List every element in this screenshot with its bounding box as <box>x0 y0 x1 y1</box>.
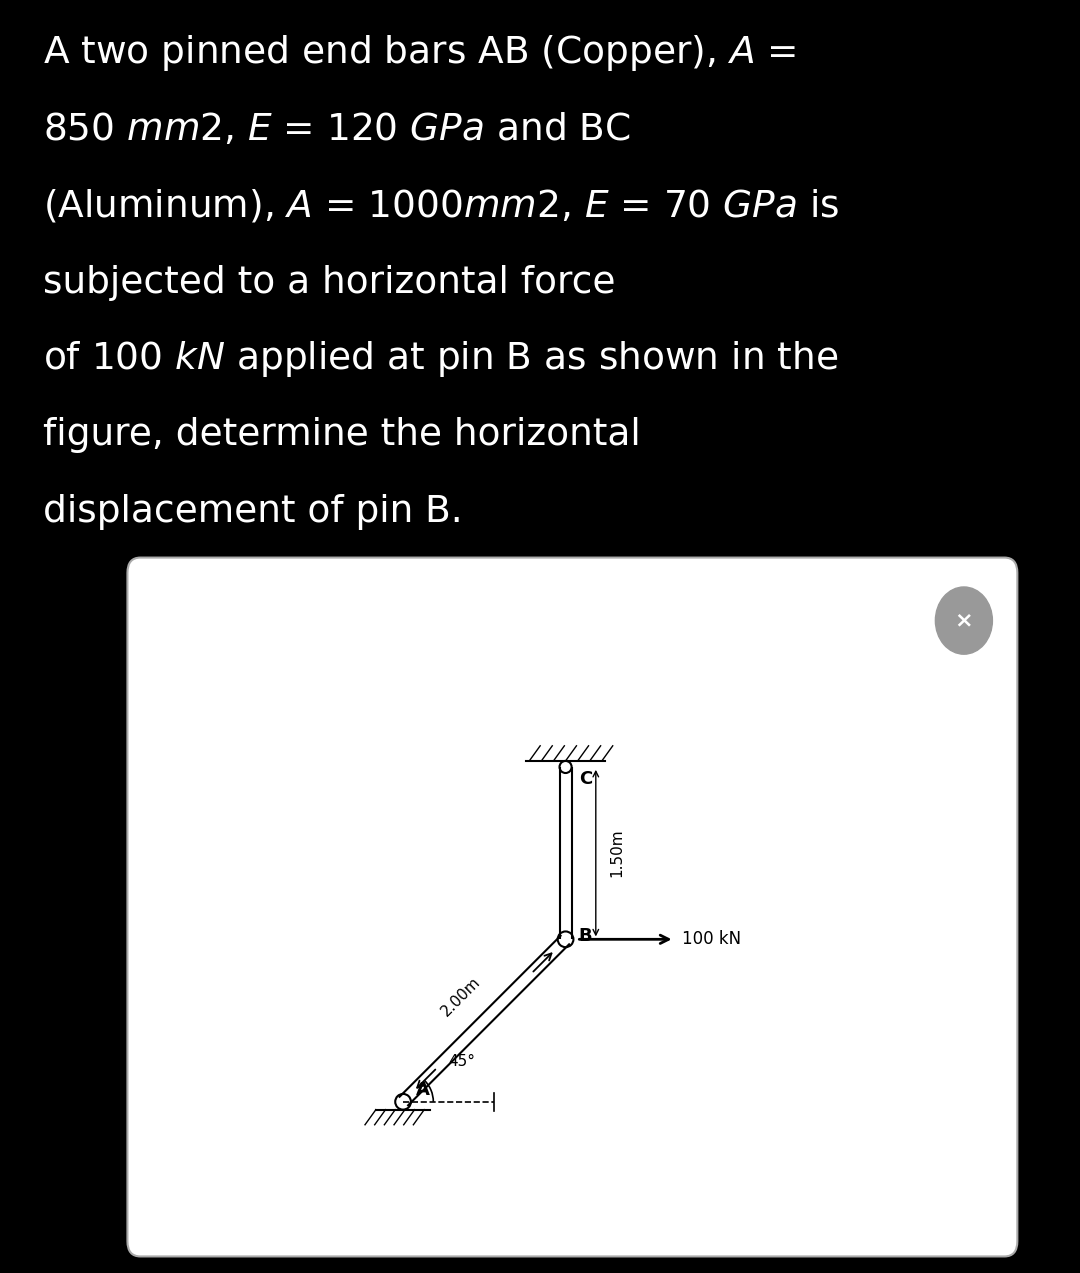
Text: ×: × <box>955 611 973 630</box>
Text: 1.50m: 1.50m <box>609 829 624 877</box>
Text: 850 $\mathit{mm}$2, $\mathit{E}$ = 120 $\mathit{GPa}$ and BC: 850 $\mathit{mm}$2, $\mathit{E}$ = 120 $… <box>43 112 631 148</box>
Text: C: C <box>579 770 592 788</box>
Text: 2.00m: 2.00m <box>438 975 484 1020</box>
Text: subjected to a horizontal force: subjected to a horizontal force <box>43 265 616 300</box>
Text: 100 kN: 100 kN <box>681 931 741 948</box>
Text: A: A <box>417 1081 430 1099</box>
Text: displacement of pin B.: displacement of pin B. <box>43 494 463 530</box>
Text: figure, determine the horizontal: figure, determine the horizontal <box>43 418 640 453</box>
FancyBboxPatch shape <box>127 558 1017 1256</box>
Text: of 100 $\mathit{kN}$ applied at pin B as shown in the: of 100 $\mathit{kN}$ applied at pin B as… <box>43 339 838 379</box>
Text: 45°: 45° <box>448 1054 475 1068</box>
Text: B: B <box>579 927 593 946</box>
Circle shape <box>935 587 993 654</box>
Text: (Aluminum), $\mathit{A}$ = 1000$\mathit{mm}$2, $\mathit{E}$ = 70 $\mathit{GPa}$ : (Aluminum), $\mathit{A}$ = 1000$\mathit{… <box>43 187 839 225</box>
Text: A two pinned end bars AB (Copper), $\mathit{A}$ =: A two pinned end bars AB (Copper), $\mat… <box>43 33 796 74</box>
